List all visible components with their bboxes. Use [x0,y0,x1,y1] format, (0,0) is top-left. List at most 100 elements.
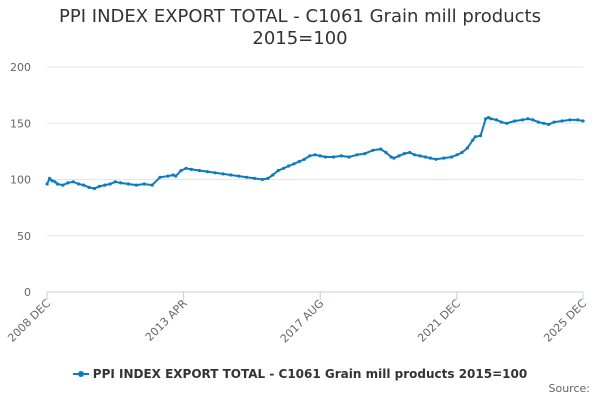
data-point [292,162,296,166]
y-tick-label-200: 200 [10,61,31,74]
data-point [526,117,530,121]
source-label[interactable]: Source: [548,382,591,395]
x-tick-label-4: 2025 DEC [541,297,589,345]
data-point [302,157,306,161]
data-point [113,180,117,184]
data-point [505,121,509,125]
data-point [150,183,154,187]
data-point [552,120,556,124]
data-point [484,117,488,121]
data-point [455,153,459,157]
data-point [489,117,493,121]
x-tick-label-0: 2008 DEC [5,297,53,345]
data-point [499,120,503,124]
data-point [479,134,483,138]
data-point [221,172,225,176]
data-point [460,150,464,155]
data-point [287,164,291,168]
data-point [347,155,351,159]
data-point [471,138,475,142]
data-point [213,171,217,175]
y-tick-label-100: 100 [10,174,31,187]
data-point [103,183,107,187]
data-point [568,118,572,122]
data-point [134,183,138,187]
data-point [413,153,417,157]
data-point [92,186,96,191]
data-point [179,168,183,173]
data-point [318,154,322,158]
data-point [384,150,388,155]
data-point [142,182,146,186]
data-point [408,150,412,155]
data-point [53,180,57,184]
data-point [184,166,188,170]
x-tick-label-2: 2017 AUG [278,297,327,346]
legend[interactable]: PPI INDEX EXPORT TOTAL - C1061 Grain mil… [0,366,600,382]
data-point [423,155,427,159]
data-point [486,116,491,120]
data-point [450,155,454,159]
data-point [158,175,162,179]
data-point [166,174,170,178]
data-point [473,135,477,139]
data-point [55,182,60,186]
data-point [50,179,54,183]
data-point [266,176,270,180]
data-point [323,155,328,159]
data-point [434,157,438,161]
data-point [418,154,422,158]
data-point [71,180,75,184]
legend-swatch-icon [72,368,89,380]
data-point [253,176,257,180]
data-point [531,118,535,122]
data-point [371,148,375,152]
chart-title-line-1: PPI INDEX EXPORT TOTAL - C1061 Grain mil… [59,6,541,27]
data-point [171,173,175,177]
data-point [536,120,540,124]
series-line-0 [46,116,584,190]
y-tick-label-50: 50 [17,230,31,243]
data-point [97,184,101,188]
data-point [260,177,264,182]
x-tick-label-3: 2021 DEC [415,297,463,345]
data-point [48,176,52,180]
data-point [82,183,86,187]
legend-label: PPI INDEX EXPORT TOTAL - C1061 Grain mil… [92,367,528,381]
data-point [197,168,201,173]
data-point [282,166,286,170]
data-point [355,153,359,157]
data-point [581,119,585,123]
data-point [126,182,130,186]
data-point [428,156,433,160]
data-point [119,181,123,185]
x-tick-label-1: 2013 APR [143,297,190,344]
data-point [494,118,498,122]
data-point [465,146,469,150]
data-point [276,168,280,173]
data-point [389,155,393,159]
data-point [229,173,233,177]
data-point [174,174,178,178]
data-point [77,182,81,186]
data-point [313,153,317,157]
data-point [237,174,241,178]
data-point [205,170,209,174]
data-point [45,182,49,186]
y-tick-label-150: 150 [10,117,31,130]
data-point [271,173,275,177]
y-tick-label-0: 0 [24,286,31,299]
data-point [308,154,312,158]
data-point [547,122,551,126]
data-point [245,175,249,179]
data-point [189,167,194,171]
data-point [397,154,401,158]
data-point [297,159,301,164]
data-point [392,156,396,160]
data-point [542,121,546,125]
chart-title: PPI INDEX EXPORT TOTAL - C1061 Grain mil… [0,6,600,50]
data-point [61,183,65,187]
data-point [363,152,367,156]
data-point [339,154,343,158]
